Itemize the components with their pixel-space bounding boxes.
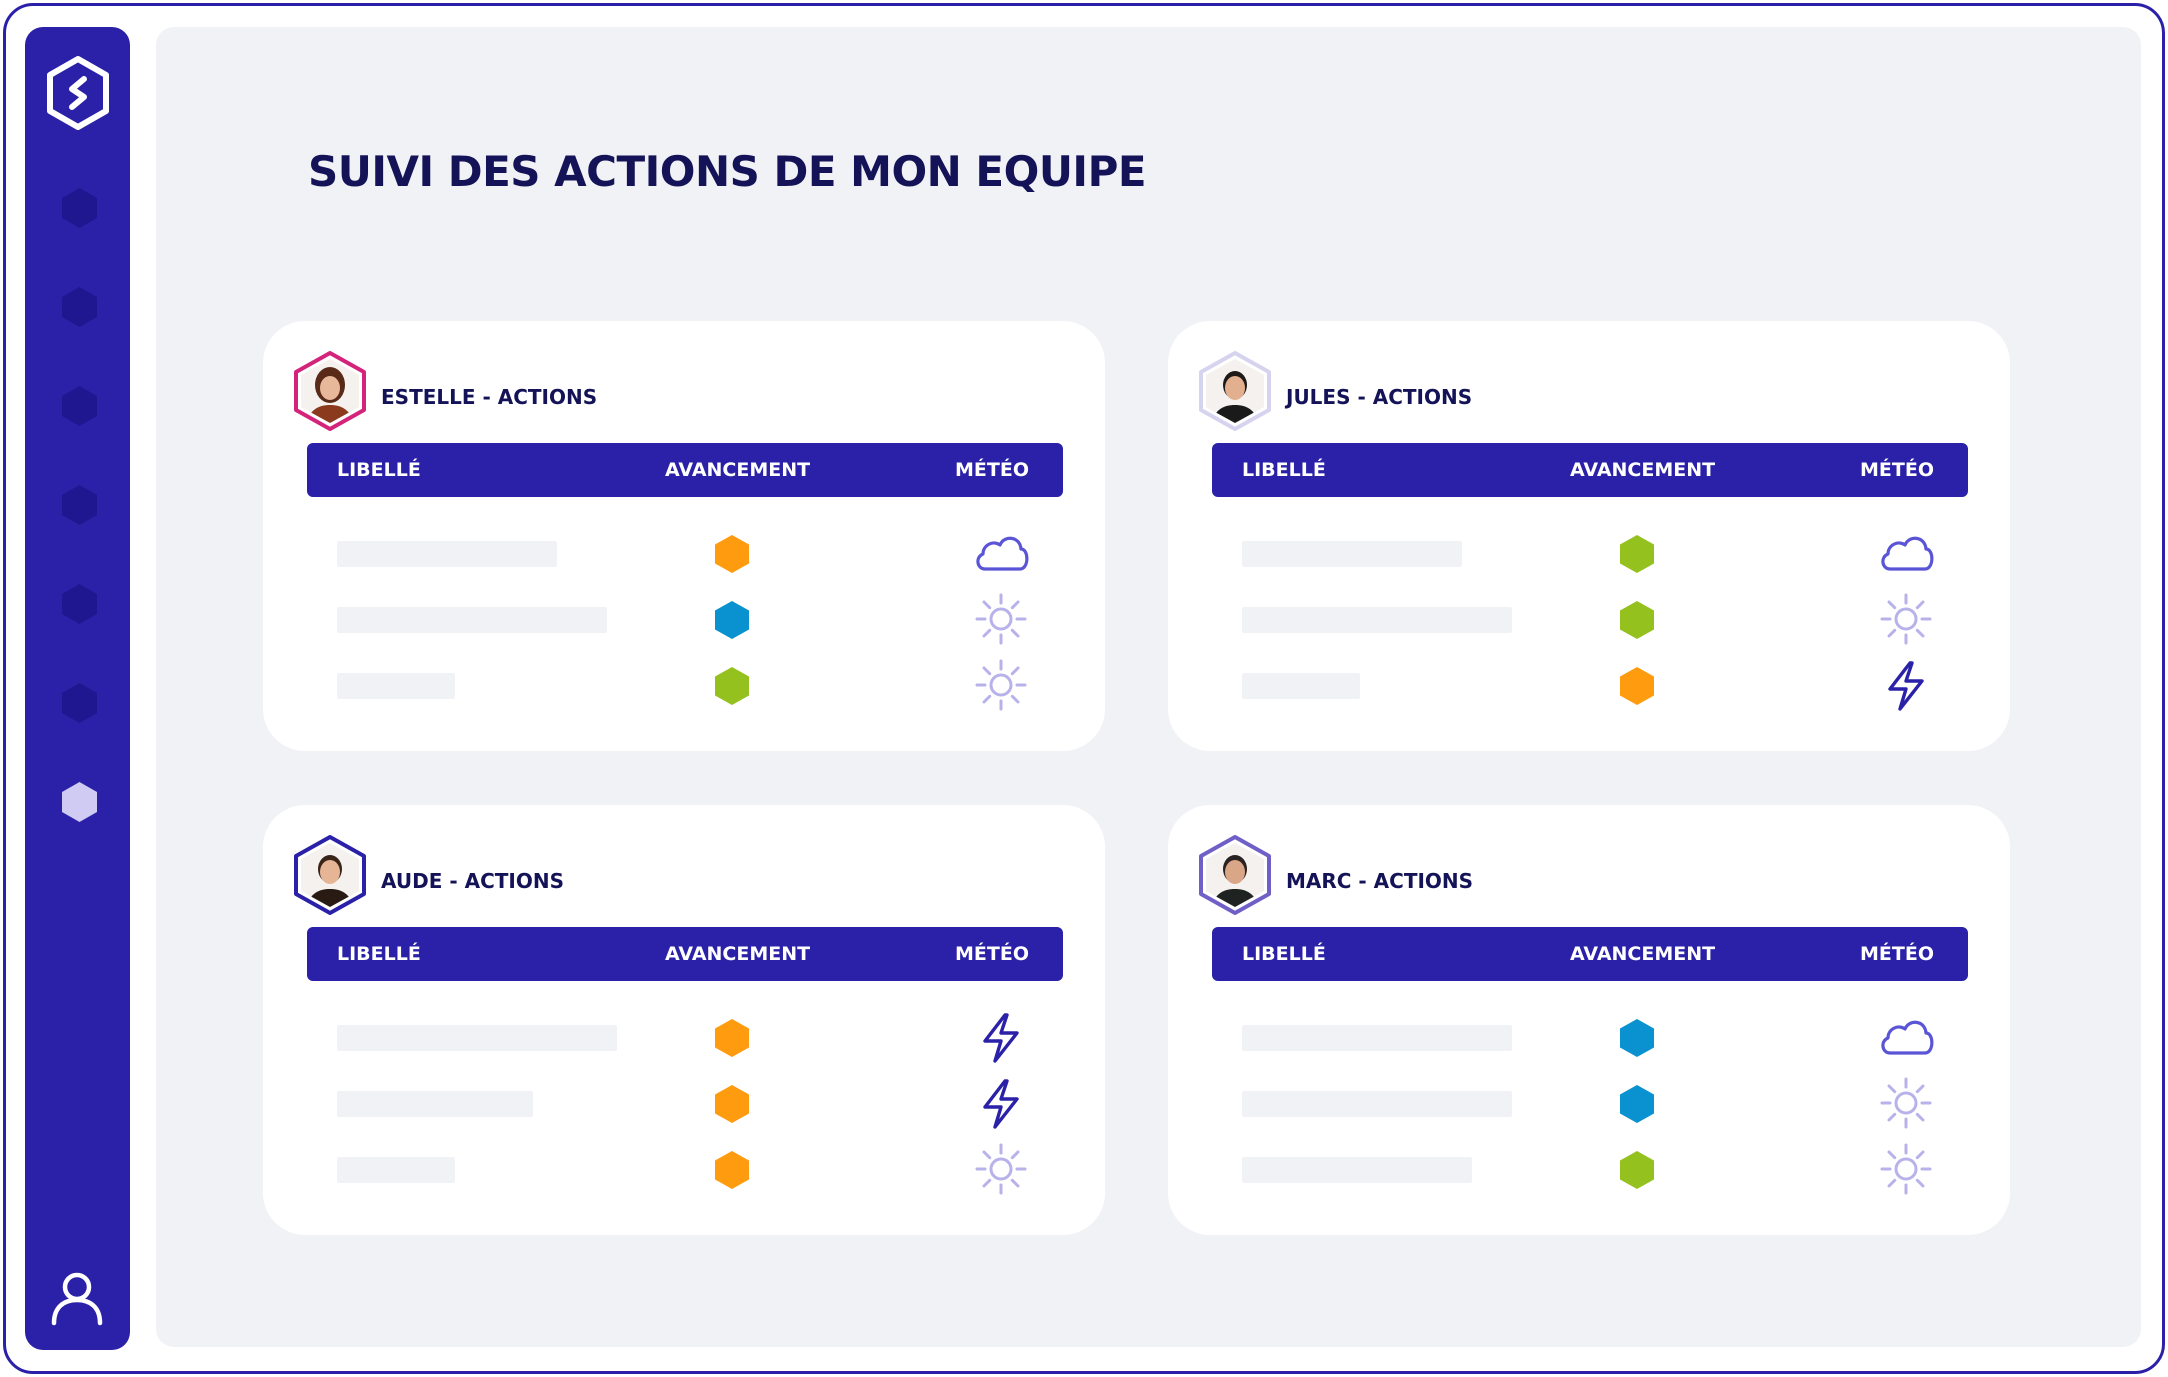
page-title: SUIVI DES ACTIONS DE MON EQUIPE [308,147,1147,196]
column-header-avancement[interactable]: AVANCEMENT [665,459,811,481]
team-card-marc: MARC - ACTIONS LIBELLÉ AVANCEMENT MÉTÉO [1168,805,2010,1235]
sidebar-item-7-active[interactable] [61,781,98,823]
sidebar-item-6[interactable] [61,682,98,724]
hexagon-icon [62,584,97,624]
table-header: LIBELLÉ AVANCEMENT MÉTÉO [1212,927,1968,981]
progress-hexagon-icon [1620,535,1654,573]
storm-icon [983,1013,1019,1063]
storm-icon [983,1079,1019,1129]
table-row[interactable] [1212,593,1968,645]
table-row[interactable] [307,1077,1063,1129]
hexagon-icon [62,188,97,228]
hexagon-icon [62,485,97,525]
user-icon[interactable] [49,1267,105,1327]
action-label-placeholder [1242,607,1512,633]
avatar [1199,835,1271,915]
action-label-placeholder [1242,541,1462,567]
sidebar [25,27,130,1350]
card-title: AUDE - ACTIONS [381,869,564,893]
action-label-placeholder [1242,673,1360,699]
team-card-jules: JULES - ACTIONS LIBELLÉ AVANCEMENT MÉTÉO [1168,321,2010,751]
progress-hexagon-icon [1620,1085,1654,1123]
main-content: SUIVI DES ACTIONS DE MON EQUIPE ESTELLE … [156,27,2141,1347]
column-header-meteo[interactable]: MÉTÉO [1860,943,1934,965]
progress-hexagon-icon [715,601,749,639]
card-title: ESTELLE - ACTIONS [381,385,598,409]
progress-hexagon-icon [715,1019,749,1057]
sun-icon [975,1143,1027,1195]
progress-hexagon-icon [1620,1019,1654,1057]
column-header-avancement[interactable]: AVANCEMENT [1570,459,1716,481]
action-label-placeholder [337,1025,617,1051]
column-header-libelle[interactable]: LIBELLÉ [337,459,421,481]
card-title: MARC - ACTIONS [1286,869,1474,893]
column-header-meteo[interactable]: MÉTÉO [955,459,1029,481]
action-label-placeholder [337,1091,533,1117]
table-row[interactable] [307,1011,1063,1063]
action-label-placeholder [1242,1025,1512,1051]
table-row[interactable] [1212,1143,1968,1195]
avatar [1199,351,1271,431]
team-card-estelle: ESTELLE - ACTIONS LIBELLÉ AVANCEMENT MÉT… [263,321,1105,751]
hexagon-icon [62,287,97,327]
sidebar-item-2[interactable] [61,286,98,328]
table-header: LIBELLÉ AVANCEMENT MÉTÉO [1212,443,1968,497]
action-label-placeholder [337,607,607,633]
action-label-placeholder [1242,1091,1512,1117]
sidebar-item-1[interactable] [61,187,98,229]
hexagon-icon [62,683,97,723]
hexagon-icon [62,782,97,822]
progress-hexagon-icon [715,667,749,705]
avatar [294,351,366,431]
sidebar-item-5[interactable] [61,583,98,625]
progress-hexagon-icon [715,535,749,573]
action-label-placeholder [1242,1157,1472,1183]
progress-hexagon-icon [1620,1151,1654,1189]
cloud-icon [1881,536,1934,571]
table-row[interactable] [1212,1011,1968,1059]
table-row[interactable] [1212,659,1968,711]
progress-hexagon-icon [715,1151,749,1189]
column-header-libelle[interactable]: LIBELLÉ [337,943,421,965]
avatar [294,835,366,915]
sun-icon [1880,593,1932,645]
column-header-meteo[interactable]: MÉTÉO [955,943,1029,965]
table-row[interactable] [307,1143,1063,1195]
card-title: JULES - ACTIONS [1286,385,1473,409]
table-header: LIBELLÉ AVANCEMENT MÉTÉO [307,927,1063,981]
column-header-meteo[interactable]: MÉTÉO [1860,459,1934,481]
column-header-libelle[interactable]: LIBELLÉ [1242,943,1326,965]
sidebar-item-3[interactable] [61,385,98,427]
table-header: LIBELLÉ AVANCEMENT MÉTÉO [307,443,1063,497]
hexagon-s-logo[interactable] [44,55,112,131]
storm-icon [1888,661,1924,711]
table-row[interactable] [1212,1077,1968,1129]
cloud-icon [976,536,1029,571]
sun-icon [1880,1077,1932,1129]
column-header-avancement[interactable]: AVANCEMENT [665,943,811,965]
table-row[interactable] [307,659,1063,711]
sun-icon [975,659,1027,711]
progress-hexagon-icon [1620,601,1654,639]
team-card-aude: AUDE - ACTIONS LIBELLÉ AVANCEMENT MÉTÉO [263,805,1105,1235]
progress-hexagon-icon [715,1085,749,1123]
action-label-placeholder [337,541,557,567]
sidebar-item-4[interactable] [61,484,98,526]
action-label-placeholder [337,673,455,699]
sun-icon [975,593,1027,645]
action-label-placeholder [337,1157,455,1183]
table-row[interactable] [307,593,1063,645]
table-row[interactable] [307,527,1063,575]
column-header-avancement[interactable]: AVANCEMENT [1570,943,1716,965]
column-header-libelle[interactable]: LIBELLÉ [1242,459,1326,481]
cloud-icon [1881,1020,1934,1055]
hexagon-icon [62,386,97,426]
table-row[interactable] [1212,527,1968,575]
sun-icon [1880,1143,1932,1195]
progress-hexagon-icon [1620,667,1654,705]
